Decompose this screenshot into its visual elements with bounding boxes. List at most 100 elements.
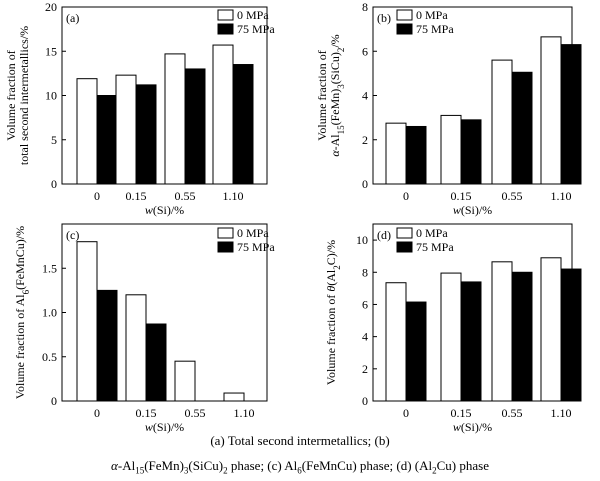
x-tick-label: 0.15 [126,189,147,203]
y-tick-label: 0 [51,394,57,408]
y-tick-label: 4 [362,330,368,344]
bar-0mpa [125,294,147,402]
bar-75mpa [511,71,533,185]
label-part: 2 [336,48,346,53]
x-tick-label: 0.55 [175,189,196,203]
y-tick-label: 6 [362,44,368,58]
y-axis-label: α-Al15(FeMn)3(SiCu)2/% [328,34,346,156]
caption-subscript: 2 [223,465,228,476]
x-tick-label: 0 [403,189,409,203]
x-tick-label: 0.15 [451,406,472,420]
y-axis-label: Volume fraction of Al6(FeMnCu)/% [13,226,31,399]
panel-label: (b) [377,11,391,25]
bar-0mpa [76,241,98,402]
bar-75mpa [184,68,206,185]
bar-0mpa [491,261,513,402]
label-part: (Si)/% [461,203,492,217]
label-part: -Al [328,134,342,151]
label-part: Volume fraction of [315,50,329,140]
bar-0mpa [385,122,407,185]
bar-75mpa [96,95,118,185]
legend-label-0mpa: 0 MPa [237,226,269,240]
caption-text: -Al [117,458,136,473]
y-axis-label: Volume fraction of [315,50,329,140]
label-part: w [453,420,461,434]
legend-swatch-75mpa [217,241,234,253]
legend-label-75mpa: 75 MPa [416,240,454,254]
y-tick-label: 8 [362,0,368,14]
caption-text: Cu) phase [436,458,489,473]
caption-subscript: 2 [432,465,437,476]
label-part: 3 [336,84,346,89]
bar-75mpa [145,323,167,402]
panel-label: (c) [66,228,79,242]
bar-0mpa [540,36,562,185]
caption-line-2: α-Al15(FeMn)3(SiCu)2 phase; (c) Al6(FeMn… [0,458,600,476]
label-part: Volume fraction of [4,50,18,140]
legend-swatch-0mpa [396,9,413,21]
bar-75mpa [135,84,157,185]
legend-swatch-0mpa [217,9,234,21]
caption-text: (FeMn) [144,458,184,473]
y-tick-label: 0.5 [42,350,57,364]
y-tick-label: 1.0 [42,306,57,320]
panel-label: (d) [377,228,391,242]
x-axis-label: w(Si)/% [453,203,492,217]
bar-75mpa [96,289,118,402]
caption-text: (SiCu) [188,458,224,473]
x-tick-label: 0.55 [502,406,523,420]
label-part: (SiCu) [328,52,342,84]
label-part: θ [324,286,338,292]
label-part: 6 [21,289,31,294]
label-part: w [145,203,153,217]
bar-0mpa [223,392,245,402]
x-tick-label: 1.10 [551,406,572,420]
label-part: α [328,150,342,157]
legend-label-75mpa: 75 MPa [416,22,454,36]
y-tick-label: 0 [362,394,368,408]
bar-0mpa [174,360,196,402]
x-tick-label: 0.55 [185,406,206,420]
bar-0mpa [212,44,234,185]
y-tick-label: 0 [362,177,368,191]
label-part: Volume fraction of Al [13,294,27,399]
bar-0mpa [115,74,137,185]
bar-75mpa [460,119,482,185]
label-part: total second intermetallics/% [17,26,31,165]
y-tick-label: 4 [362,89,368,103]
y-tick-label: 15 [45,44,57,58]
y-tick-label: 8 [362,265,368,279]
label-part: Volume fraction of [324,292,338,385]
bar-75mpa [511,271,533,402]
x-tick-label: 1.10 [551,189,572,203]
caption-subscript: 15 [135,465,145,476]
caption-text: (FeMnCu) phase; (d) (Al [301,458,433,473]
y-tick-label: 2 [362,133,368,147]
bar-0mpa [385,282,407,402]
x-tick-label: 1.10 [223,189,244,203]
legend-label-0mpa: 0 MPa [416,8,448,22]
legend-label-75mpa: 75 MPa [237,22,275,36]
bar-0mpa [491,59,513,185]
caption-italic: α [111,458,118,473]
bar-75mpa [560,44,582,185]
y-tick-label: 6 [362,297,368,311]
x-axis-label: w(Si)/% [145,203,184,217]
bar-0mpa [76,78,98,185]
bar-0mpa [540,257,562,402]
panel-label: (a) [66,11,79,25]
bar-75mpa [232,64,254,185]
x-tick-label: 0.15 [136,406,157,420]
x-tick-label: 1.10 [234,406,255,420]
bar-75mpa [405,301,427,402]
bar-0mpa [164,53,186,185]
x-tick-label: 0 [94,406,100,420]
x-axis-label: w(Si)/% [145,420,184,434]
y-axis-label: Volume fraction of θ(Al2C)/% [324,240,342,385]
caption-text: phase; (c) Al [227,458,298,473]
legend-swatch-75mpa [396,241,413,253]
